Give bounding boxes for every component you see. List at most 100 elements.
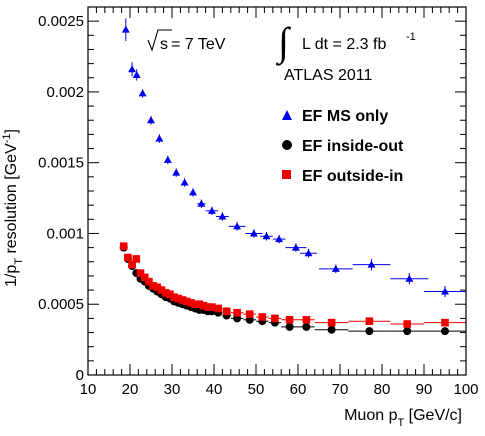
data-point [197, 199, 206, 207]
data-point [302, 322, 311, 331]
data-point [302, 316, 311, 324]
data-point [327, 325, 336, 334]
data-point [128, 260, 136, 269]
data-point [285, 316, 294, 324]
lumi-exponent: -1 [406, 31, 416, 43]
data-point [161, 289, 170, 297]
data-point [441, 327, 449, 336]
data-point [208, 303, 216, 311]
data-point [174, 294, 183, 303]
data-point [180, 178, 189, 186]
data-point [367, 260, 376, 268]
energy-value: = 7 TeV [171, 36, 226, 53]
data-point [365, 327, 374, 336]
luminosity-annotation: ∫ L dt = 2.3 fb -1 [275, 19, 416, 66]
energy-s-label: s [160, 36, 168, 53]
data-point [441, 318, 449, 327]
data-point [222, 307, 231, 316]
sqrt-symbol-icon [147, 29, 172, 52]
series-ef-ms-only [121, 18, 466, 298]
data-point [327, 318, 336, 327]
data-point [365, 317, 374, 326]
data-point [249, 229, 258, 237]
data-point [155, 134, 164, 142]
data-point [214, 304, 222, 313]
legend-label-ms-only: EF MS only [302, 108, 388, 125]
data-point [166, 290, 174, 299]
data-point [178, 296, 187, 304]
x-tick-label: 90 [416, 381, 433, 398]
legend: EF MS only EF inside-out EF outside-in [282, 108, 404, 185]
x-axis-title: Muon pT [GeV/c] [344, 407, 462, 429]
y-tick-label: 0.001 [46, 225, 84, 242]
data-point [403, 320, 411, 328]
data-point [291, 243, 300, 251]
data-point [140, 273, 149, 282]
legend-label-inside-out: EF inside-out [302, 138, 404, 155]
experiment-label: ATLAS 2011 [284, 67, 372, 84]
x-tick-label: 50 [248, 381, 265, 398]
data-point [149, 282, 157, 290]
x-tick-label: 40 [206, 381, 223, 398]
data-point [132, 255, 141, 263]
y-tick-label: 0.0025 [38, 13, 84, 30]
data-point [245, 310, 254, 318]
data-point [191, 300, 199, 309]
data-point [218, 212, 227, 220]
legend-circle-marker [282, 140, 292, 150]
data-point [163, 155, 172, 163]
data-point [157, 286, 166, 294]
data-point [147, 116, 155, 124]
integral-symbol: ∫ [275, 19, 292, 66]
series-ef-outside-in [119, 242, 466, 328]
legend-label-outside-in: EF outside-in [302, 168, 403, 185]
data-point [132, 70, 141, 78]
data-point [153, 283, 162, 292]
data-point [271, 314, 279, 323]
data-point [199, 301, 208, 310]
series-layer [119, 18, 466, 336]
legend-square-marker [282, 170, 291, 179]
data-point [138, 89, 147, 97]
data-point [331, 264, 340, 272]
y-tick-label: 0.0015 [38, 155, 84, 172]
data-point [262, 232, 271, 240]
data-point [203, 303, 212, 311]
data-point [275, 235, 284, 243]
data-point [170, 293, 178, 301]
y-tick-label: 0.0005 [38, 296, 84, 313]
data-point [187, 299, 195, 307]
data-point [182, 297, 191, 306]
data-point [195, 300, 204, 309]
data-point [233, 222, 242, 230]
data-point [124, 253, 132, 262]
data-point [441, 287, 449, 295]
data-point [136, 269, 145, 277]
y-tick-label: 0.002 [46, 84, 84, 101]
x-tick-label: 60 [290, 381, 307, 398]
axes-layer: 10 20 30 40 50 60 70 80 90 100 0 0.0005 0.001 0.0015 0… [38, 6, 479, 398]
data-point [405, 274, 414, 282]
data-point [145, 277, 153, 286]
x-tick-label: 20 [122, 381, 139, 398]
x-tick-label: 100 [453, 381, 478, 398]
data-point [128, 65, 137, 73]
lumi-value: L dt = 2.3 fb [302, 36, 386, 53]
data-point [189, 188, 197, 196]
legend-triangle-marker [282, 110, 292, 120]
x-tick-label: 30 [164, 381, 181, 398]
y-axis-title: 1/pT resolution [GeV-1] [1, 129, 25, 287]
x-tick-label: 70 [332, 381, 349, 398]
data-point [304, 249, 313, 257]
data-point [233, 308, 241, 317]
data-point [119, 242, 128, 250]
x-tick-label: 10 [80, 381, 97, 398]
y-tick-label: 0 [76, 367, 84, 384]
data-point [258, 313, 267, 321]
data-point [121, 25, 130, 33]
data-point [285, 322, 294, 331]
energy-annotation: s = 7 TeV [147, 29, 226, 53]
data-point [403, 327, 412, 336]
